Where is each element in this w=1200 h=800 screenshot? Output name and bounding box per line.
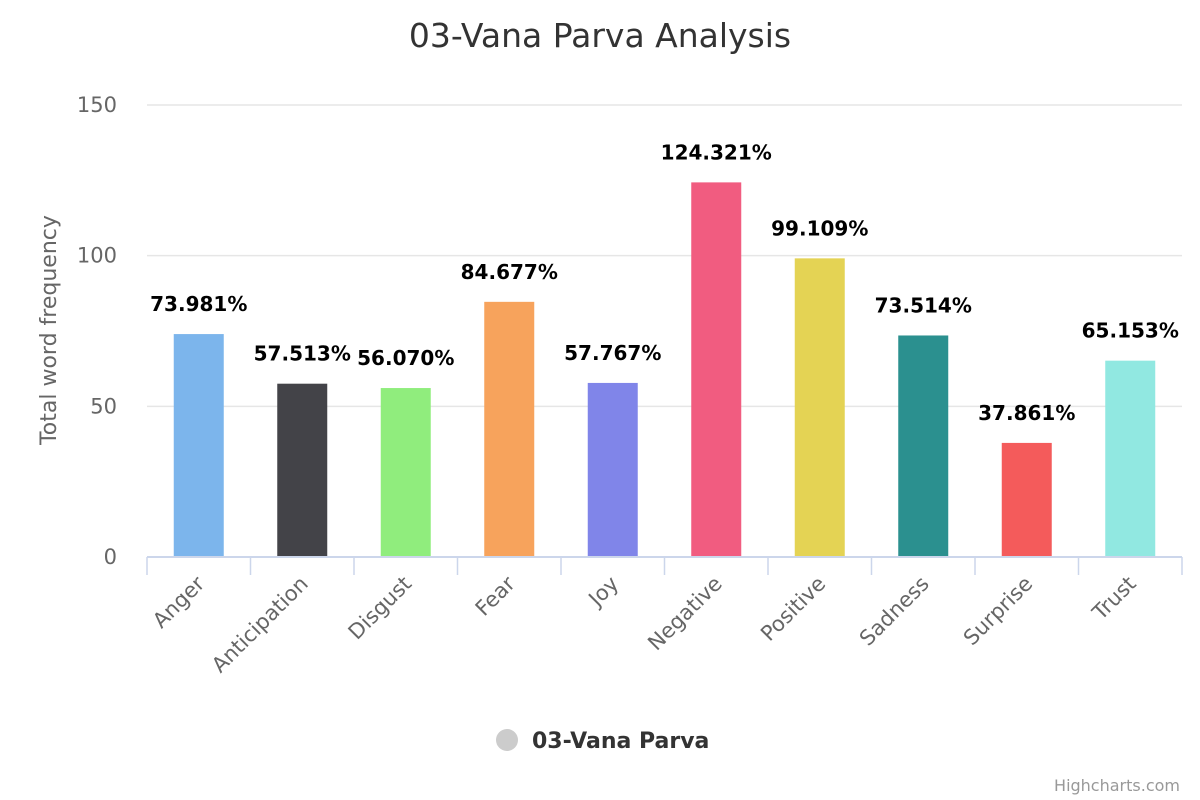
bar-positive[interactable] xyxy=(794,258,845,557)
x-tick-label: Joy xyxy=(583,572,624,613)
bar-joy[interactable] xyxy=(587,382,638,557)
x-tick-label: Anticipation xyxy=(207,572,313,678)
bar-disgust[interactable] xyxy=(380,388,431,557)
y-tick-label: 150 xyxy=(77,93,117,117)
x-tick-label: Trust xyxy=(1087,572,1141,626)
data-label: 73.981% xyxy=(150,292,247,316)
x-tick-label: Disgust xyxy=(344,572,417,645)
data-label: 124.321% xyxy=(661,140,772,164)
bar-sadness[interactable] xyxy=(898,335,949,557)
bar-trust[interactable] xyxy=(1105,360,1156,557)
bar-negative[interactable] xyxy=(691,182,742,557)
legend[interactable]: 03-Vana Parva xyxy=(496,729,709,754)
data-label: 56.070% xyxy=(357,346,454,370)
data-label: 65.153% xyxy=(1082,319,1179,343)
bar-anticipation[interactable] xyxy=(277,383,328,557)
data-label: 73.514% xyxy=(875,293,972,317)
x-tick-label: Negative xyxy=(643,572,727,656)
x-tick-label: Anger xyxy=(148,571,209,632)
data-label: 37.861% xyxy=(978,401,1075,425)
bar-surprise[interactable] xyxy=(1001,442,1052,557)
y-tick-label: 100 xyxy=(77,244,117,268)
data-label: 84.677% xyxy=(461,260,558,284)
x-tick-label: Fear xyxy=(471,571,520,620)
data-label: 57.513% xyxy=(254,342,351,366)
y-axis-label: Total word frequency xyxy=(37,215,62,446)
x-tick-label: Sadness xyxy=(855,572,934,651)
chart-title: 03-Vana Parva Analysis xyxy=(409,16,791,55)
data-labels: 73.981% 57.513% 56.070% 84.677% 57.767% 124.3… xyxy=(150,140,1179,425)
bar-anger[interactable] xyxy=(173,334,224,557)
y-axis-ticks: 0 50 100 150 xyxy=(77,93,117,569)
data-label: 57.767% xyxy=(564,341,661,365)
x-axis xyxy=(146,556,1183,575)
x-tick-label: Positive xyxy=(756,572,830,646)
bar-series xyxy=(173,182,1156,557)
y-tick-label: 0 xyxy=(104,545,117,569)
y-tick-label: 50 xyxy=(90,394,117,418)
bar-fear[interactable] xyxy=(484,301,535,557)
data-label: 99.109% xyxy=(771,216,868,240)
x-tick-label: Surprise xyxy=(959,572,1037,650)
legend-marker-icon[interactable] xyxy=(496,729,518,751)
credits-link[interactable]: Highcharts.com xyxy=(1054,776,1180,795)
legend-label[interactable]: 03-Vana Parva xyxy=(532,729,709,754)
